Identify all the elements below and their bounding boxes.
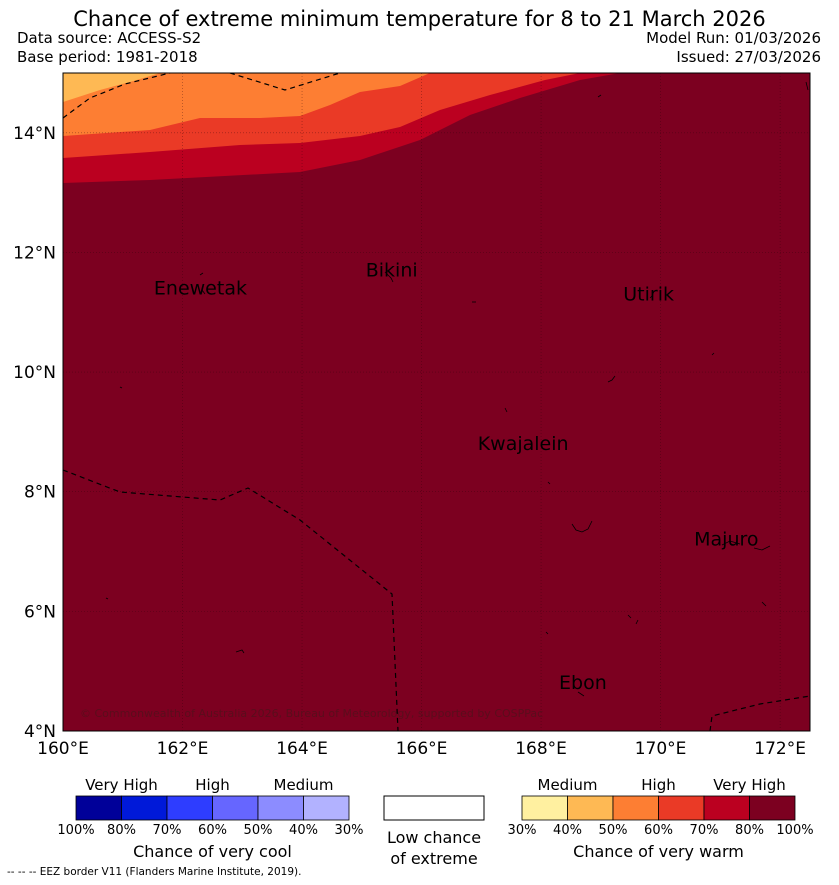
copyright: © Commonwealth of Australia 2026, Bureau… [80,707,543,720]
place-label-bikini: Bikini [366,259,418,281]
eez-border-southeast [709,695,810,731]
y-tick-label: 4°N [24,722,56,742]
colorbar-tick: 40% [553,823,582,838]
y-tick-label: 12°N [13,243,56,263]
low-chance-box [383,795,485,821]
cool-colorbar [75,795,350,821]
colorbar-segment [749,795,796,821]
map-background [63,73,810,731]
atoll-outlines [105,81,809,697]
low-chance-line2: of extreme [390,849,478,868]
colorbar-header: Very High [85,776,158,794]
eez-border-south [63,469,399,731]
colorbar-header: Medium [273,776,334,794]
issued-date: Issued: 27/03/2026 [676,48,821,66]
y-tick-label: 8°N [24,483,56,503]
eez-border-north-2 [229,73,341,91]
colorbar-header: High [195,776,230,794]
data-source: Data source: ACCESS-S2 [17,29,202,47]
x-tick-label: 160°E [37,739,89,759]
place-label-enewetak: Enewetak [154,277,247,299]
colorbar-tick: 50% [598,823,628,838]
map-frame [62,72,811,732]
warm-colorbar [521,795,796,821]
colorbar-tick: 100% [776,823,814,838]
x-axis-ticks: 160°E 162°E 164°E 166°E 168°E 170°E 172°E [37,739,806,759]
colorbar-tick: 80% [107,823,136,838]
map-svg: EnewetakBikiniUtirikKwajaleinMajuroEbon … [13,72,811,759]
colorbar-segment [612,795,659,821]
colorbar-segment [257,795,304,821]
warm-label: Chance of very warm [573,842,744,861]
colorbar-header: High [641,776,676,794]
colorbar-header: Very High [713,776,786,794]
place-labels: Enewetak Bikini Utirik Kwajalein Majuro Ebon [154,259,759,694]
y-tick-label: 14°N [13,124,56,144]
colorbar-tick: 80% [735,823,764,838]
meta-left: Data source: ACCESS-S2 Base period: 1981… [17,29,201,67]
cool-label: Chance of very cool [133,842,292,861]
zone-50-60 [63,73,430,136]
colorbar-segment [521,795,568,821]
colorbar-tick: 70% [689,823,719,838]
colorbar-segment [212,795,259,821]
colorbar-segment [703,795,750,821]
colorbar-segment [166,795,213,821]
eez-note: -- -- -- EEZ border V11 (Flanders Marine… [7,866,302,878]
colorbar-segment [75,795,122,821]
colorbar-segment [121,795,168,821]
zone-40-50 [63,73,160,102]
colorbar-tick: 50% [243,823,273,838]
colorbar-segment [658,795,705,821]
low-chance-label: Low chance of extreme [370,827,498,869]
base-period: Base period: 1981-2018 [17,48,198,66]
colorbar-tick: 30% [334,823,364,838]
x-tick-label: 166°E [396,739,448,759]
colorbar-header: Medium [537,776,598,794]
colorbar-tick: 60% [644,823,673,838]
x-tick-label: 168°E [515,739,567,759]
y-axis-ticks: 4°N 6°N 8°N 10°N 12°N 14°N [13,124,56,742]
colorbar-segment [567,795,614,821]
colorbar-tick: 40% [289,823,318,838]
x-tick-label: 162°E [157,739,209,759]
low-chance-line1: Low chance [386,828,482,847]
x-tick-label: 172°E [754,739,806,759]
eez-border-north [63,73,171,119]
colorbar-tick: 100% [57,823,95,838]
colorbar-segment [303,795,350,821]
colorbar-tick: 30% [507,823,537,838]
place-label-ebon: Ebon [559,672,607,694]
place-label-majuro: Majuro [694,529,758,551]
y-tick-label: 10°N [13,363,56,383]
model-run: Model Run: 01/03/2026 [646,29,821,47]
colorbar-tick: 70% [152,823,182,838]
colorbar-tick: 60% [198,823,227,838]
y-tick-label: 6°N [24,602,56,622]
place-label-utirik: Utirik [623,283,674,305]
x-tick-label: 164°E [276,739,328,759]
place-label-kwajalein: Kwajalein [478,433,569,455]
chart-title: Chance of extreme minimum temperature fo… [73,7,766,31]
meta-right: Model Run: 01/03/2026 Issued: 27/03/2026 [646,29,821,67]
x-tick-label: 170°E [635,739,687,759]
